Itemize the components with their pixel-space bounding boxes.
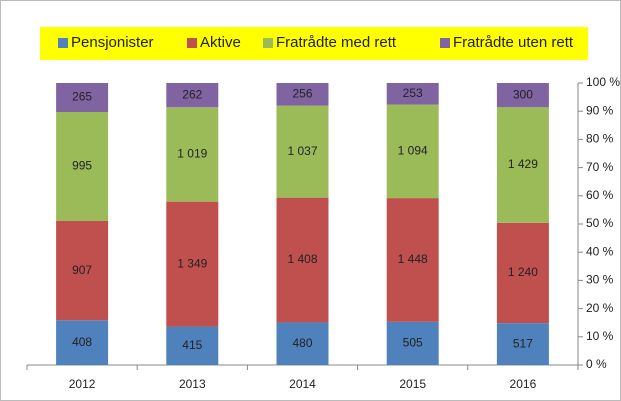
bar-segment: [56, 220, 109, 321]
bar-segment: [386, 321, 439, 365]
data-label: 480: [292, 336, 312, 350]
data-label: 415: [182, 338, 202, 352]
bar-segment: [56, 320, 109, 365]
y-tick-label: 0 %: [586, 357, 607, 371]
data-label: 1 408: [287, 252, 317, 266]
data-label: 907: [72, 263, 92, 277]
legend-label: Fratrådte uten rett: [453, 34, 574, 51]
data-label: 1 037: [287, 144, 317, 158]
bar-segment: [386, 198, 439, 322]
y-tick-label: 100 %: [586, 75, 620, 89]
x-tick-label: 2012: [69, 377, 96, 391]
bar-segment: [496, 83, 549, 108]
bar-segment: [386, 83, 439, 105]
bar-segment: [166, 201, 219, 327]
x-tick-label: 2013: [179, 377, 206, 391]
data-label: 1 094: [398, 144, 428, 158]
data-label: 517: [513, 336, 533, 350]
data-label: 995: [72, 159, 92, 173]
data-label: 265: [72, 90, 92, 104]
bar-segment: [56, 83, 109, 113]
data-label: 256: [292, 87, 312, 101]
bar-segment: [276, 83, 329, 106]
data-label: 1 448: [398, 252, 428, 266]
y-tick-label: 40 %: [586, 244, 614, 258]
bar-segment: [166, 107, 219, 202]
data-label: 300: [513, 87, 533, 101]
x-tick-label: 2014: [289, 377, 316, 391]
bar-segment: [56, 112, 109, 221]
legend-label: Pensjonister: [71, 34, 154, 51]
x-tick-label: 2015: [399, 377, 426, 391]
y-tick-label: 90 %: [586, 103, 614, 117]
bar-segment: [496, 107, 549, 223]
bar-segment: [276, 322, 329, 365]
bar-segment: [276, 105, 329, 198]
y-tick-label: 10 %: [586, 329, 614, 343]
legend-label: Aktive: [200, 34, 241, 51]
bar-segment: [496, 222, 549, 324]
legend-label: Fratrådte med rett: [276, 34, 397, 51]
data-label: 253: [403, 86, 423, 100]
y-tick-label: 30 %: [586, 273, 614, 287]
bar-segment: [386, 104, 439, 199]
legend-swatch: [263, 38, 273, 48]
y-tick-label: 80 %: [586, 132, 614, 146]
y-tick-label: 60 %: [586, 188, 614, 202]
legend-swatch: [440, 38, 450, 48]
data-label: 1 240: [508, 265, 538, 279]
legend-swatch: [58, 38, 68, 48]
y-tick-label: 50 %: [586, 216, 614, 230]
y-tick-label: 70 %: [586, 160, 614, 174]
bar-segment: [496, 323, 549, 365]
bar-segment: [166, 83, 219, 108]
legend-swatch: [187, 38, 197, 48]
data-label: 262: [182, 87, 202, 101]
bar-segment: [276, 197, 329, 323]
legend-background: [40, 27, 588, 60]
data-label: 1 429: [508, 157, 538, 171]
data-label: 408: [72, 335, 92, 349]
data-label: 505: [403, 336, 423, 350]
y-tick-label: 20 %: [586, 301, 614, 315]
data-label: 1 019: [177, 147, 207, 161]
bar-segment: [166, 326, 219, 365]
data-label: 1 349: [177, 256, 207, 270]
x-tick-label: 2016: [510, 377, 537, 391]
